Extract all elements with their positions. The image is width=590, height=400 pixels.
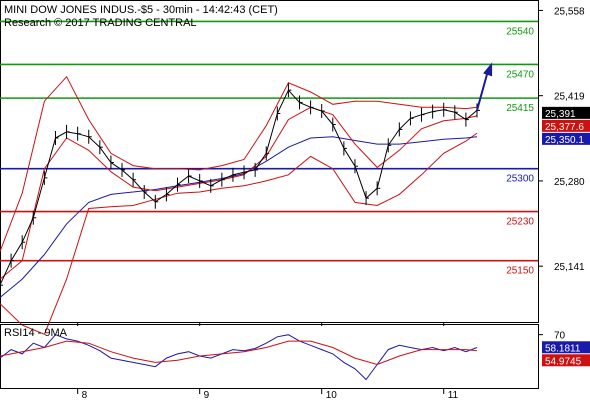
y-tick-label: 25,141: [554, 262, 585, 273]
level-label-25415: 25415: [506, 103, 534, 114]
price-badge-bg: [542, 132, 590, 145]
series-bb_lower: [0, 132, 478, 335]
rsi-badge-label: 58.1811: [545, 343, 581, 354]
level-label-25150: 25150: [506, 266, 534, 277]
x-tick-label: 11: [448, 390, 459, 400]
x-tick-label: 10: [326, 390, 338, 400]
rsi-badge-bg: [542, 354, 590, 367]
y-tick-label: 25,558: [554, 6, 585, 17]
rsi-label: RSI14 - 9MA: [4, 327, 68, 339]
price-badge-label: 25,377.6: [545, 122, 584, 133]
main-plot-frame: [0, 0, 539, 323]
level-label-25300: 25300: [506, 174, 534, 185]
price-badge-label: 25,350.1: [545, 135, 584, 146]
rsi-plot-frame: [0, 324, 539, 389]
series-bb_upper: [0, 75, 478, 252]
rsi-series-rsi_ma: [0, 340, 478, 366]
x-tick-label: 9: [204, 390, 210, 400]
price-badge-bg: [542, 119, 590, 132]
level-label-25230: 25230: [506, 217, 534, 228]
rsi-badge-label: 54.9745: [545, 356, 582, 367]
price-badge-bg: [542, 106, 590, 119]
research-credit: Research © 2017 TRADING CENTRAL: [4, 17, 197, 29]
y-tick-label: 25,280: [554, 177, 585, 188]
y-tick-label: 25,419: [554, 92, 585, 103]
series-price: [0, 89, 478, 286]
level-label-25540: 25540: [506, 26, 534, 37]
rsi-y-tick-label: 70: [554, 331, 566, 342]
projection-arrow-head: [483, 62, 493, 77]
price-badge-label: 25,391: [545, 109, 576, 120]
rsi-badge-bg: [542, 341, 590, 354]
chart-title: MINI DOW JONES INDUS.-$5 - 30min - 14:42…: [4, 4, 278, 16]
x-tick-label: 8: [82, 390, 88, 400]
rsi-series-rsi: [0, 334, 478, 381]
projection-arrow-shaft: [476, 70, 490, 111]
level-label-25470: 25470: [506, 69, 534, 80]
